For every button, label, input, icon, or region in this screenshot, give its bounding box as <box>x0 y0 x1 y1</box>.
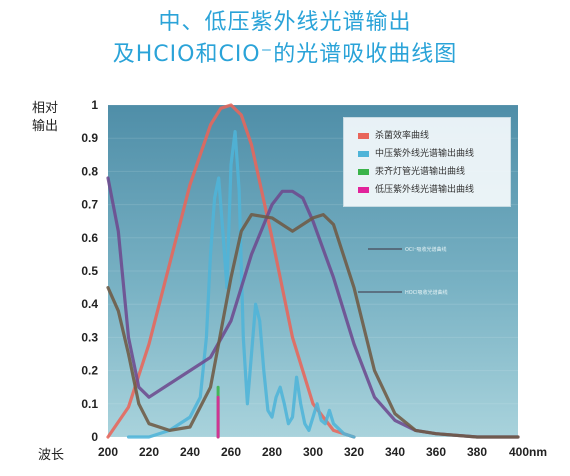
x-tick-label: 340 <box>385 445 405 459</box>
x-tick-label: 380 <box>467 445 487 459</box>
y-tick-label: 0.3 <box>81 330 98 344</box>
chart-title-line2: 及HCIO和CIO⁻的光谱吸收曲线图 <box>112 42 458 67</box>
y-tick-label: 1 <box>91 98 98 112</box>
x-tick-label: 400nm <box>509 445 547 459</box>
y-tick-label: 0.5 <box>81 264 98 278</box>
legend-swatch <box>358 168 369 175</box>
legend-item-hg-lamp: 汞齐灯管光谱输出曲线 <box>358 164 465 177</box>
y-axis-label-line2: 输出 <box>32 119 59 134</box>
x-tick-label: 360 <box>426 445 446 459</box>
legend-label: 低压紫外线光谱输出曲线 <box>375 185 475 195</box>
x-tick-label: 240 <box>180 445 200 459</box>
x-tick-label: 280 <box>262 445 282 459</box>
y-tick-label: 0.7 <box>81 198 98 212</box>
legend-label: 汞齐灯管光谱输出曲线 <box>375 167 466 177</box>
legend-item-lp-uv: 低压紫外线光谱输出曲线 <box>358 182 474 195</box>
x-tick-label: 300 <box>303 445 323 459</box>
annotation-hocl: HOCl吸收光谱曲线 <box>405 289 448 296</box>
chart-legend: 杀菌效率曲线 中压紫外线光谱输出曲线 汞齐灯管光谱输出曲线 低压紫外线光谱输出曲… <box>343 117 511 207</box>
y-tick-label: 0.4 <box>81 297 98 311</box>
x-axis-label: 波长 <box>38 448 65 463</box>
annotation-ocl: OCl⁻吸收光谱曲线 <box>405 246 446 253</box>
chart-title-line1: 中、低压紫外线光谱输出 <box>158 10 412 35</box>
x-tick-label: 260 <box>221 445 241 459</box>
legend-item-germicidal: 杀菌效率曲线 <box>358 128 429 141</box>
y-tick-label: 0.6 <box>81 231 98 245</box>
x-tick-label: 200 <box>98 445 118 459</box>
legend-label: 杀菌效率曲线 <box>375 131 430 141</box>
series-line-0 <box>106 103 356 439</box>
series-line-4 <box>106 176 520 439</box>
y-tick-label: 0.8 <box>81 164 98 178</box>
series-line-1 <box>126 130 356 439</box>
x-tick-label: 220 <box>139 445 159 459</box>
y-tick-label: 0.9 <box>81 131 98 145</box>
legend-swatch <box>358 186 369 193</box>
legend-label: 中压紫外线光谱输出曲线 <box>375 149 475 159</box>
y-tick-label: 0.2 <box>81 364 98 378</box>
y-axis-label-line1: 相对 <box>32 101 59 116</box>
series-line-5 <box>106 213 520 439</box>
legend-swatch <box>358 150 369 157</box>
legend-swatch <box>358 132 369 139</box>
legend-item-mp-uv: 中压紫外线光谱输出曲线 <box>358 146 474 159</box>
y-tick-label: 0.1 <box>81 397 98 411</box>
x-tick-label: 320 <box>344 445 364 459</box>
y-tick-label: 0 <box>91 430 98 444</box>
